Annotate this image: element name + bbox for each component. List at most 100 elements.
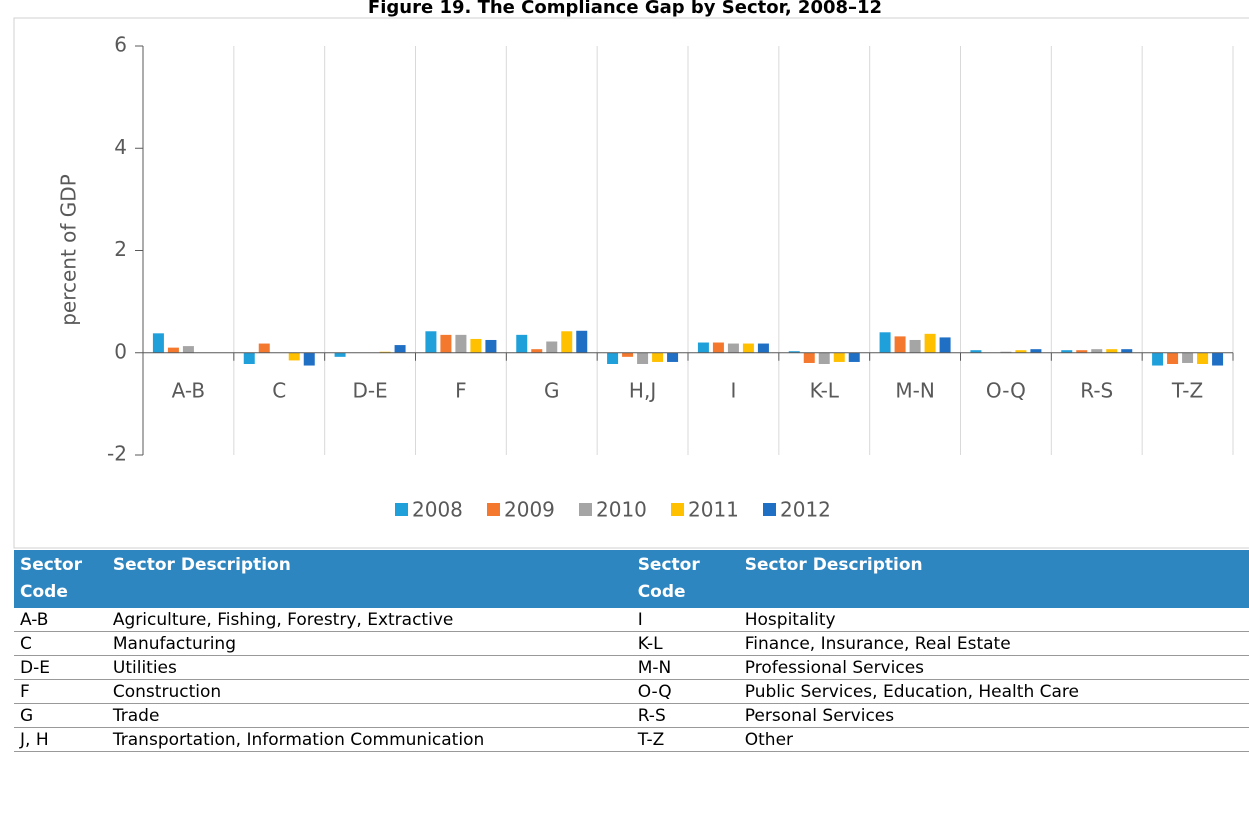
x-tick-label: D-E (352, 379, 387, 403)
bar (1091, 349, 1103, 353)
table-cell: T-Z (631, 727, 739, 752)
bar (516, 334, 528, 353)
bar (440, 334, 452, 353)
legend-swatch (763, 503, 776, 516)
bar (848, 352, 860, 362)
bar (1152, 352, 1164, 366)
table-cell: Hospitality (738, 608, 1249, 632)
table-cell: Other (738, 727, 1249, 752)
y-tick-label: 4 (114, 135, 127, 159)
table-cell: Utilities (106, 655, 632, 680)
legend-swatch (579, 503, 592, 516)
table-cell: O-Q (631, 679, 739, 704)
legend-swatch (671, 503, 684, 516)
bar (803, 352, 815, 363)
table-cell: Personal Services (738, 703, 1249, 728)
table-cell: M-N (631, 655, 739, 680)
table-cell: J, H (14, 727, 107, 752)
bar (303, 352, 315, 366)
bar (833, 352, 845, 362)
table-cell: A-B (14, 608, 107, 632)
bar (712, 342, 724, 353)
table-cell: R-S (631, 703, 739, 728)
bar (258, 343, 270, 353)
bar (152, 333, 164, 353)
x-tick-label: T-Z (1171, 379, 1203, 403)
bar (622, 352, 634, 357)
legend-label: 2008 (412, 498, 463, 522)
y-tick-label: -2 (107, 442, 127, 466)
bar (455, 334, 467, 353)
bar (576, 330, 588, 353)
x-tick-label: M-N (895, 379, 934, 403)
y-axis-label: percent of GDP (57, 174, 81, 326)
bar (667, 352, 679, 362)
chart-frame (13, 17, 1249, 549)
table-row: C Manufacturing K-L Finance, Insurance, Rea… (14, 631, 1249, 656)
legend-label: 2011 (688, 498, 739, 522)
table-cell: K-L (631, 631, 739, 656)
bar (697, 342, 709, 353)
bar (1015, 350, 1027, 353)
bar (788, 351, 800, 353)
bar (652, 352, 664, 362)
x-tick-label: C (272, 379, 286, 403)
bar (531, 349, 543, 353)
legend-swatch (487, 503, 500, 516)
x-tick-label: O-Q (986, 379, 1026, 403)
x-tick-label: I (730, 379, 736, 403)
bar (425, 331, 437, 353)
bar (894, 336, 906, 353)
bar (970, 350, 982, 353)
chart: Figure 19. The Compliance Gap by Sector,… (13, 0, 1249, 549)
bar (607, 352, 619, 364)
bar (546, 341, 558, 353)
bar (757, 343, 769, 353)
table-header: Sector Description (106, 550, 632, 608)
bar (909, 339, 921, 353)
chart-title: Figure 19. The Compliance Gap by Sector,… (368, 0, 882, 18)
bar (379, 351, 391, 353)
bar (742, 343, 754, 353)
x-tick-label: A-B (172, 379, 205, 403)
bar (1061, 350, 1073, 353)
legend-label: 2010 (596, 498, 647, 522)
bar (1197, 352, 1209, 364)
y-tick-label: 0 (114, 339, 127, 363)
bar (394, 345, 406, 353)
bar (818, 352, 830, 364)
table-row: J, H Transportation, Information Communic… (14, 727, 1249, 752)
bar (727, 343, 739, 353)
x-tick-label: R-S (1080, 379, 1113, 403)
table-header: Sector Code (631, 550, 739, 608)
sector-table: Sector Code Sector Description Sector Code… (14, 550, 1249, 752)
table-cell: Trade (106, 703, 632, 728)
bar (182, 346, 194, 353)
bar (1000, 351, 1012, 353)
table-row: A-B Agriculture, Fishing, Forestry, Extra… (14, 608, 1249, 632)
bar (637, 352, 649, 364)
x-tick-label: G (544, 379, 560, 403)
x-tick-label: F (455, 379, 467, 403)
bar (1076, 350, 1088, 353)
bar (288, 352, 300, 361)
legend-label: 2012 (780, 498, 831, 522)
table-cell: Manufacturing (106, 631, 632, 656)
bar (561, 331, 573, 353)
bar (939, 337, 951, 353)
table-cell: I (631, 608, 739, 632)
bar (1212, 352, 1224, 366)
table-cell: Finance, Insurance, Real Estate (738, 631, 1249, 656)
table-row: D-E Utilities M-N Professional Services (14, 655, 1249, 680)
table-cell: F (14, 679, 107, 704)
bar (1121, 349, 1133, 353)
bar (334, 352, 346, 357)
table-cell: Transportation, Information Communicatio… (106, 727, 632, 752)
table-cell: Public Services, Education, Health Care (738, 679, 1249, 704)
table-cell: C (14, 631, 107, 656)
table-cell: Construction (106, 679, 632, 704)
bar (243, 352, 255, 364)
table-header: Sector Description (738, 550, 1249, 608)
bar (485, 339, 497, 353)
